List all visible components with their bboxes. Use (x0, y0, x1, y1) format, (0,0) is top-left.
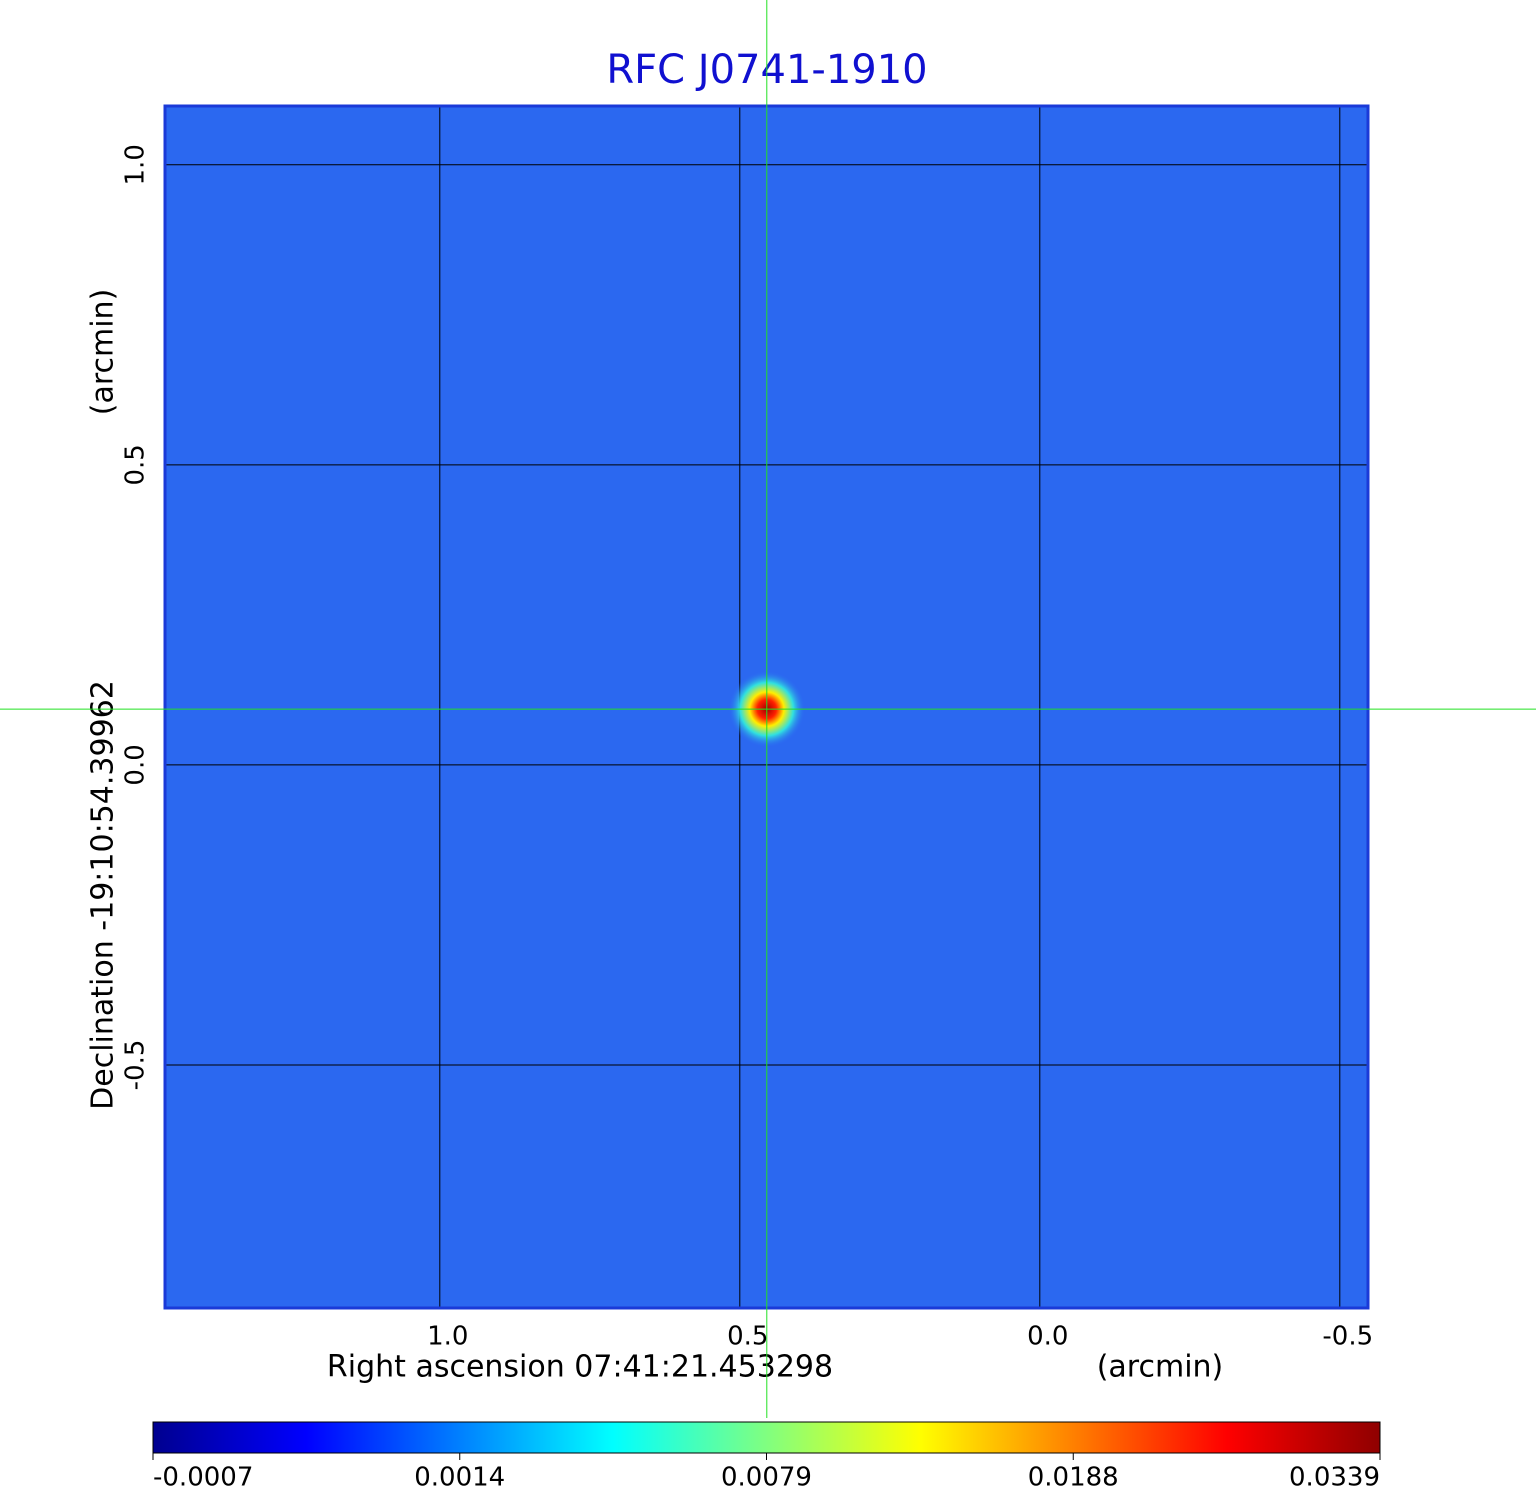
x-tick-label: 0.0 (1027, 1322, 1068, 1352)
colorbar-tick-label: 0.0014 (414, 1463, 505, 1493)
colorbar-tick-label: 0.0188 (1028, 1463, 1119, 1493)
x-axis-label: Right ascension 07:41:21.453298 (327, 1350, 833, 1385)
x-tick-label: 1.0 (427, 1322, 468, 1352)
y-tick-label: 0.0 (121, 744, 151, 785)
colorbar (152, 1421, 1381, 1454)
x-tick-label: -0.5 (1322, 1322, 1373, 1352)
y-axis-label: Declination -19:10:54.39962 (86, 680, 121, 1110)
x-axis-unit: (arcmin) (1097, 1350, 1224, 1385)
y-tick-label: 1.0 (121, 144, 151, 185)
y-tick-label: 0.5 (121, 444, 151, 485)
y-axis-unit: (arcmin) (86, 289, 121, 416)
y-tick-label: -0.5 (121, 1040, 151, 1091)
x-tick-label: 0.5 (727, 1322, 768, 1352)
colorbar-tick-label: -0.0007 (153, 1463, 253, 1493)
colorbar-tick-label: 0.0079 (721, 1463, 812, 1493)
colorbar-tick-label: 0.0339 (1289, 1463, 1380, 1493)
